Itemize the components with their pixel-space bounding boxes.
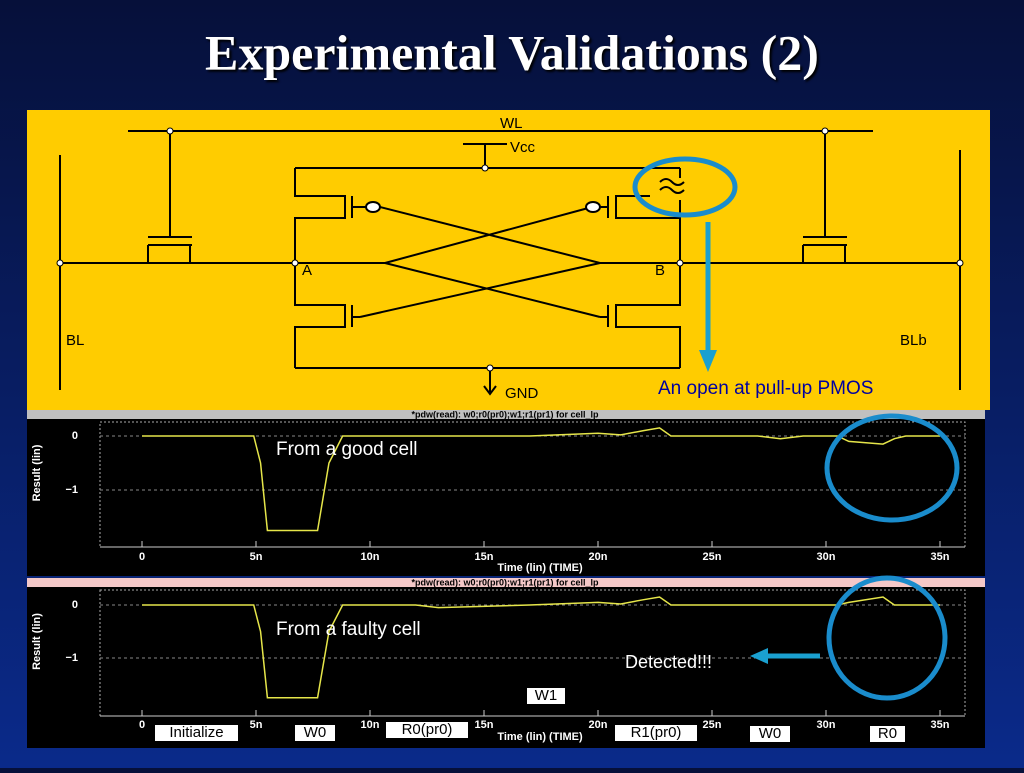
- phase-box: [155, 725, 238, 741]
- x-tick-label: 5n: [250, 719, 263, 731]
- x-tick-label: 35n: [931, 551, 950, 563]
- phase-label: Initialize: [169, 724, 223, 741]
- x-tick-label: 25n: [703, 551, 722, 563]
- x-tick-label: 25n: [703, 719, 722, 731]
- waveform: [142, 596, 940, 699]
- phase-box: [750, 726, 790, 742]
- waveform: [142, 427, 940, 532]
- annotation: From a good cell: [276, 439, 418, 460]
- highlight-circle: [826, 575, 948, 701]
- y-tick-label: 0: [72, 430, 78, 442]
- x-tick-label: 15n: [475, 551, 494, 563]
- circuit-panel: [27, 110, 990, 410]
- x-tick-label: 20n: [589, 551, 608, 563]
- y-axis-label: Result (lin): [31, 444, 43, 501]
- annotation: From a faulty cell: [276, 619, 421, 640]
- circuit-note: An open at pull-up PMOS: [658, 378, 873, 399]
- highlight-circle: [632, 156, 738, 218]
- plot-frame: [99, 589, 966, 717]
- y-tick-label: −1: [65, 484, 78, 496]
- arrow-head: [699, 350, 717, 372]
- phase-label: R0(pr0): [402, 721, 453, 738]
- phase-box: [386, 722, 468, 738]
- detected-label: Detected!!!: [625, 652, 712, 672]
- x-axis-label: Time (lin) (TIME): [497, 562, 583, 574]
- phase-label: W1: [535, 687, 558, 704]
- node-b-label: B: [655, 262, 665, 279]
- y-axis-label: Result (lin): [31, 613, 43, 670]
- vcc-label: Vcc: [510, 139, 536, 156]
- circuit: [56, 127, 964, 396]
- phase-box: [615, 725, 697, 741]
- plot-header-bar: [27, 410, 985, 419]
- x-tick-label: 10n: [361, 551, 380, 563]
- arrow-head: [750, 648, 768, 664]
- slide-title: Experimental Validations (2): [205, 24, 819, 80]
- x-tick-label: 35n: [931, 719, 950, 731]
- phase-label: W0: [759, 725, 782, 742]
- x-tick-label: 0: [139, 719, 145, 731]
- y-tick-label: −1: [65, 652, 78, 664]
- x-tick-label: 10n: [361, 719, 380, 731]
- gnd-label: GND: [505, 385, 539, 402]
- x-axis-label: Time (lin) (TIME): [497, 731, 583, 743]
- plot-frame: [99, 421, 966, 548]
- phase-label: W0: [304, 724, 327, 741]
- phase-label: R1(pr0): [631, 724, 682, 741]
- x-tick-label: 20n: [589, 719, 608, 731]
- highlight-circle: [824, 413, 960, 523]
- blb-label: BLb: [900, 332, 927, 349]
- x-tick-label: 0: [139, 551, 145, 563]
- phase-box: [870, 726, 905, 742]
- x-tick-label: 30n: [817, 551, 836, 563]
- plot-header-bar: [27, 578, 985, 587]
- x-tick-label: 5n: [250, 551, 263, 563]
- x-tick-label: 30n: [817, 719, 836, 731]
- plot-panel: [27, 410, 985, 576]
- wl-label: WL: [500, 115, 523, 132]
- x-tick-label: 15n: [475, 719, 494, 731]
- node-a-label: A: [302, 262, 312, 279]
- bl-label: BL: [66, 332, 84, 349]
- phase-label: R0: [878, 725, 897, 742]
- phase-box: [527, 688, 565, 704]
- plot-header: *pdw(read): w0;r0(pr0);w1;r1(pr1) for ce…: [411, 577, 599, 587]
- phase-box: [295, 725, 335, 741]
- plot-header: *pdw(read): w0;r0(pr0);w1;r1(pr1) for ce…: [411, 409, 599, 419]
- y-tick-label: 0: [72, 599, 78, 611]
